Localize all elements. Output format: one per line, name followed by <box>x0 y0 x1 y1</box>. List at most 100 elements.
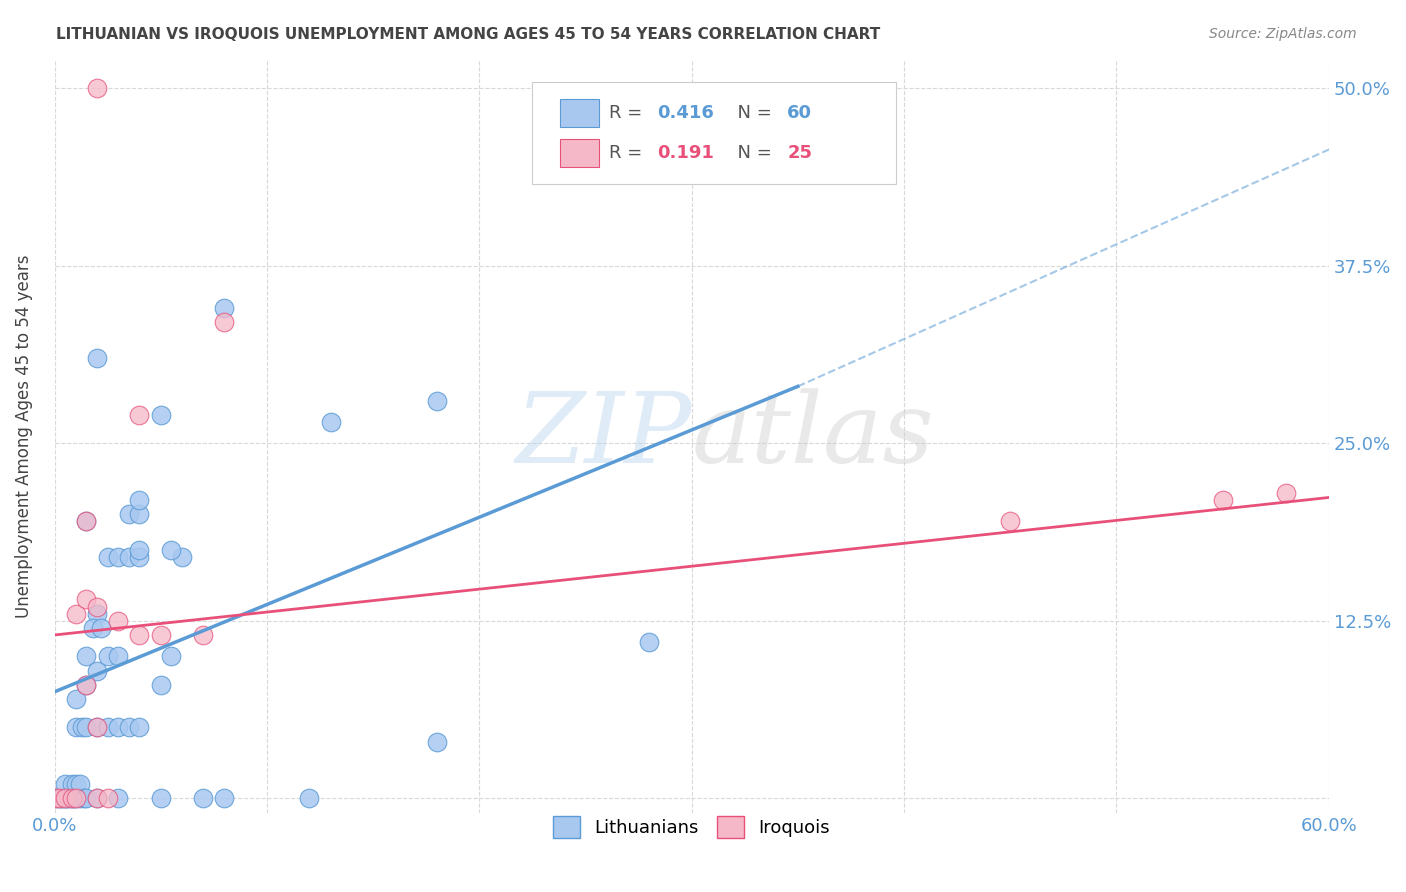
Point <box>107 549 129 564</box>
Point <box>86 351 108 365</box>
Text: 0.416: 0.416 <box>657 104 714 122</box>
Point <box>214 301 236 316</box>
Point <box>160 649 183 664</box>
Point <box>426 393 449 408</box>
Point <box>73 791 96 805</box>
Text: ZIP: ZIP <box>516 388 692 483</box>
Point <box>193 628 215 642</box>
Text: N =: N = <box>725 104 778 122</box>
Point <box>638 635 661 649</box>
Point <box>52 791 75 805</box>
Point <box>65 692 87 706</box>
Point <box>118 549 141 564</box>
Point <box>75 514 97 528</box>
Point <box>75 791 97 805</box>
Point <box>44 791 66 805</box>
Point <box>128 549 150 564</box>
Point <box>298 791 321 805</box>
Text: 25: 25 <box>787 144 813 162</box>
Point <box>128 542 150 557</box>
Point <box>149 791 172 805</box>
Point <box>53 791 76 805</box>
Point <box>75 649 97 664</box>
Point <box>75 514 97 528</box>
Point <box>86 791 108 805</box>
Point <box>86 791 108 805</box>
Point <box>65 777 87 791</box>
Text: N =: N = <box>725 144 778 162</box>
Text: LITHUANIAN VS IROQUOIS UNEMPLOYMENT AMONG AGES 45 TO 54 YEARS CORRELATION CHART: LITHUANIAN VS IROQUOIS UNEMPLOYMENT AMON… <box>56 27 880 42</box>
Point <box>86 599 108 614</box>
Point <box>75 678 97 692</box>
Point <box>86 664 108 678</box>
Point <box>97 649 120 664</box>
Point <box>128 493 150 508</box>
Point <box>128 628 150 642</box>
Text: R =: R = <box>609 144 654 162</box>
Point <box>65 607 87 621</box>
Point <box>107 720 129 734</box>
Point <box>107 649 129 664</box>
Point <box>1275 486 1298 500</box>
Point <box>65 791 87 805</box>
Point <box>86 720 108 734</box>
Point <box>214 791 236 805</box>
Point <box>62 791 84 805</box>
Point <box>1212 493 1234 508</box>
Point <box>56 791 79 805</box>
Text: R =: R = <box>609 104 648 122</box>
Point <box>97 720 120 734</box>
FancyBboxPatch shape <box>561 138 599 168</box>
Point <box>160 542 183 557</box>
Point <box>118 507 141 521</box>
Point <box>193 791 215 805</box>
Point <box>107 791 129 805</box>
Point <box>86 81 108 95</box>
Point <box>75 592 97 607</box>
Point <box>86 720 108 734</box>
Point <box>53 791 76 805</box>
Point <box>128 507 150 521</box>
Legend: Lithuanians, Iroquois: Lithuanians, Iroquois <box>546 808 838 845</box>
Text: Source: ZipAtlas.com: Source: ZipAtlas.com <box>1209 27 1357 41</box>
Point <box>69 791 91 805</box>
Point <box>214 315 236 329</box>
Point <box>426 734 449 748</box>
Point <box>998 514 1021 528</box>
Point <box>60 791 83 805</box>
Point <box>53 777 76 791</box>
Point <box>319 415 342 429</box>
Point <box>60 777 83 791</box>
Point <box>149 408 172 422</box>
Point <box>58 791 80 805</box>
Point <box>107 614 129 628</box>
Point <box>65 720 87 734</box>
Point <box>97 791 120 805</box>
FancyBboxPatch shape <box>561 99 599 128</box>
Point <box>128 720 150 734</box>
Point <box>48 791 70 805</box>
Point <box>170 549 193 564</box>
Point <box>75 720 97 734</box>
Point <box>48 791 70 805</box>
Point <box>44 791 66 805</box>
Point <box>70 720 93 734</box>
Point <box>69 777 91 791</box>
Text: 0.191: 0.191 <box>657 144 714 162</box>
Point <box>149 628 172 642</box>
Text: atlas: atlas <box>692 388 935 483</box>
Point <box>118 720 141 734</box>
Point <box>60 791 83 805</box>
Y-axis label: Unemployment Among Ages 45 to 54 years: Unemployment Among Ages 45 to 54 years <box>15 254 32 618</box>
Text: 60: 60 <box>787 104 813 122</box>
Point <box>149 678 172 692</box>
Point <box>90 621 112 635</box>
Point <box>65 791 87 805</box>
Point <box>97 549 120 564</box>
Point <box>86 607 108 621</box>
FancyBboxPatch shape <box>533 82 896 184</box>
Point <box>82 621 104 635</box>
Point <box>128 408 150 422</box>
Point <box>75 678 97 692</box>
Point <box>49 791 72 805</box>
